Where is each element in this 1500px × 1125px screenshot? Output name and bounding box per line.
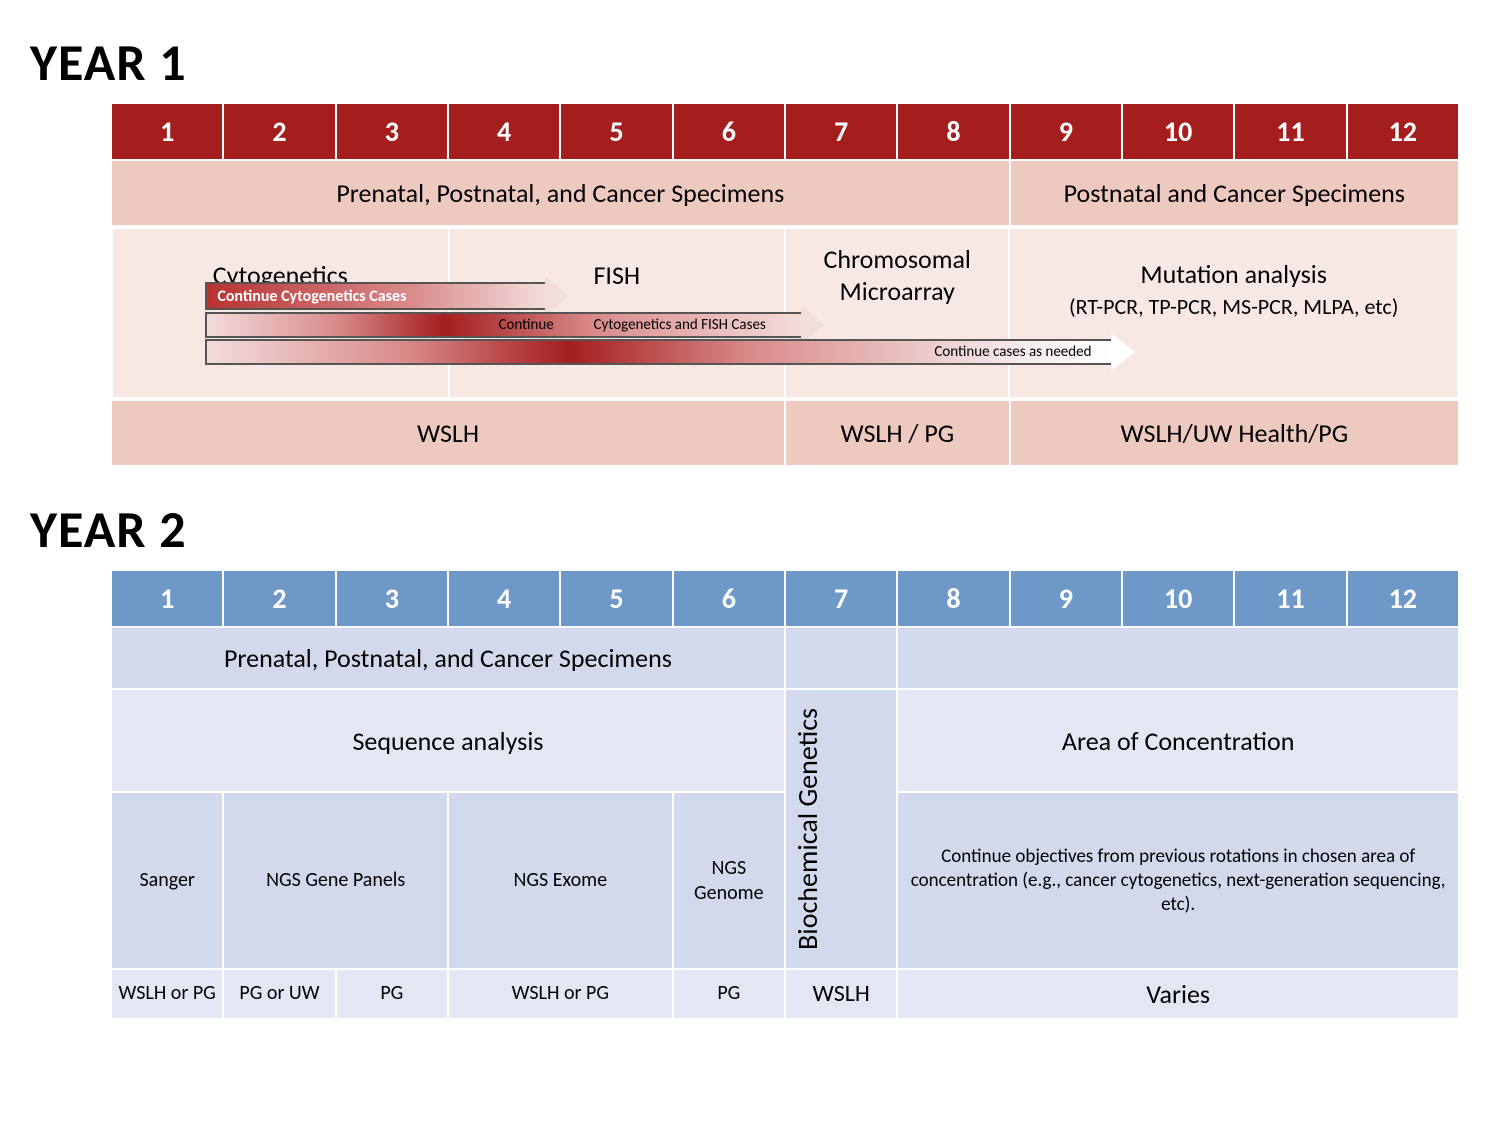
month-cell: 7 bbox=[785, 103, 897, 160]
technique-cell: Chromosomal Microarray bbox=[785, 228, 1009, 398]
month-cell: 7 bbox=[785, 570, 897, 627]
concentration-cell: Area of Concentration bbox=[897, 689, 1459, 792]
month-cell: 2 bbox=[223, 570, 335, 627]
biochem-genetics-label: Biochemical Genetics bbox=[790, 698, 825, 960]
site-cell: WSLH or PG bbox=[448, 969, 673, 1019]
site-cell: WSLH/UW Health/PG bbox=[1010, 400, 1459, 466]
month-cell: 3 bbox=[336, 103, 448, 160]
method-cell: NGS Genome bbox=[673, 792, 785, 968]
year2-table: 1 2 3 4 5 6 7 8 9 10 11 12 Prenatal, Pos… bbox=[110, 569, 1460, 1020]
month-cell: 5 bbox=[560, 570, 672, 627]
site-cell: PG bbox=[673, 969, 785, 1019]
year1-specimen-row: Prenatal, Postnatal, and Cancer Specimen… bbox=[111, 160, 1459, 226]
site-cell: PG bbox=[336, 969, 448, 1019]
mutation-sub: (RT-PCR, TP-PCR, MS-PCR, MLPA, etc) bbox=[1069, 293, 1398, 320]
year1-months-row: 1 2 3 4 5 6 7 8 9 10 11 12 bbox=[111, 103, 1459, 160]
site-cell: Varies bbox=[897, 969, 1459, 1019]
site-cell: WSLH / PG bbox=[785, 400, 1010, 466]
month-cell: 9 bbox=[1010, 103, 1122, 160]
month-cell: 11 bbox=[1234, 103, 1346, 160]
mutation-main: Mutation analysis bbox=[1140, 258, 1327, 290]
biochem-genetics-cell: Biochemical Genetics bbox=[785, 689, 897, 969]
method-cell: NGS Exome bbox=[448, 792, 673, 968]
year2-specimen-row: Prenatal, Postnatal, and Cancer Specimen… bbox=[111, 627, 1459, 689]
technique-cell: Mutation analysis (RT-PCR, TP-PCR, MS-PC… bbox=[1009, 228, 1458, 398]
specimen-cell: Postnatal and Cancer Specimens bbox=[1010, 160, 1459, 226]
year1-table: 1 2 3 4 5 6 7 8 9 10 11 12 Prenatal, Pos… bbox=[110, 102, 1460, 467]
month-cell: 10 bbox=[1122, 103, 1234, 160]
empty-cell bbox=[785, 627, 897, 689]
month-cell: 5 bbox=[560, 103, 672, 160]
month-cell: 3 bbox=[336, 570, 448, 627]
month-cell: 11 bbox=[1234, 570, 1346, 627]
year2-months-row: 1 2 3 4 5 6 7 8 9 10 11 12 bbox=[111, 570, 1459, 627]
year1-technique-row: Cytogenetics FISH Chromosomal Microarray… bbox=[111, 226, 1459, 400]
specimen-cell: Prenatal, Postnatal, and Cancer Specimen… bbox=[111, 627, 785, 689]
month-cell: 1 bbox=[111, 570, 223, 627]
analysis-cell: Sequence analysis bbox=[111, 689, 785, 792]
year1-title: YEAR 1 bbox=[30, 30, 1470, 94]
month-cell: 9 bbox=[1010, 570, 1122, 627]
method-cell: NGS Gene Panels bbox=[223, 792, 448, 968]
month-cell: 10 bbox=[1122, 570, 1234, 627]
year1-site-row: WSLH WSLH / PG WSLH/UW Health/PG bbox=[111, 400, 1459, 466]
year2-title: YEAR 2 bbox=[30, 497, 1470, 561]
site-cell: WSLH bbox=[111, 400, 785, 466]
specimen-cell: Prenatal, Postnatal, and Cancer Specimen… bbox=[111, 160, 1010, 226]
month-cell: 8 bbox=[897, 103, 1009, 160]
concentration-desc: Continue objectives from previous rotati… bbox=[897, 792, 1459, 968]
month-cell: 12 bbox=[1347, 103, 1459, 160]
month-cell: 6 bbox=[673, 570, 785, 627]
site-cell: PG or UW bbox=[223, 969, 335, 1019]
method-cell: Sanger bbox=[111, 792, 223, 968]
site-cell: WSLH bbox=[785, 969, 897, 1019]
technique-cell: Cytogenetics bbox=[112, 228, 449, 398]
site-cell: WSLH or PG bbox=[111, 969, 223, 1019]
month-cell: 4 bbox=[448, 103, 560, 160]
year2-analysis-row: Sequence analysis Biochemical Genetics A… bbox=[111, 689, 1459, 792]
month-cell: 1 bbox=[111, 103, 223, 160]
month-cell: 8 bbox=[897, 570, 1009, 627]
empty-cell bbox=[897, 627, 1459, 689]
month-cell: 6 bbox=[673, 103, 785, 160]
month-cell: 12 bbox=[1347, 570, 1459, 627]
month-cell: 2 bbox=[223, 103, 335, 160]
year2-site-row: WSLH or PG PG or UW PG WSLH or PG PG WSL… bbox=[111, 969, 1459, 1019]
technique-cell: FISH bbox=[449, 228, 786, 398]
month-cell: 4 bbox=[448, 570, 560, 627]
